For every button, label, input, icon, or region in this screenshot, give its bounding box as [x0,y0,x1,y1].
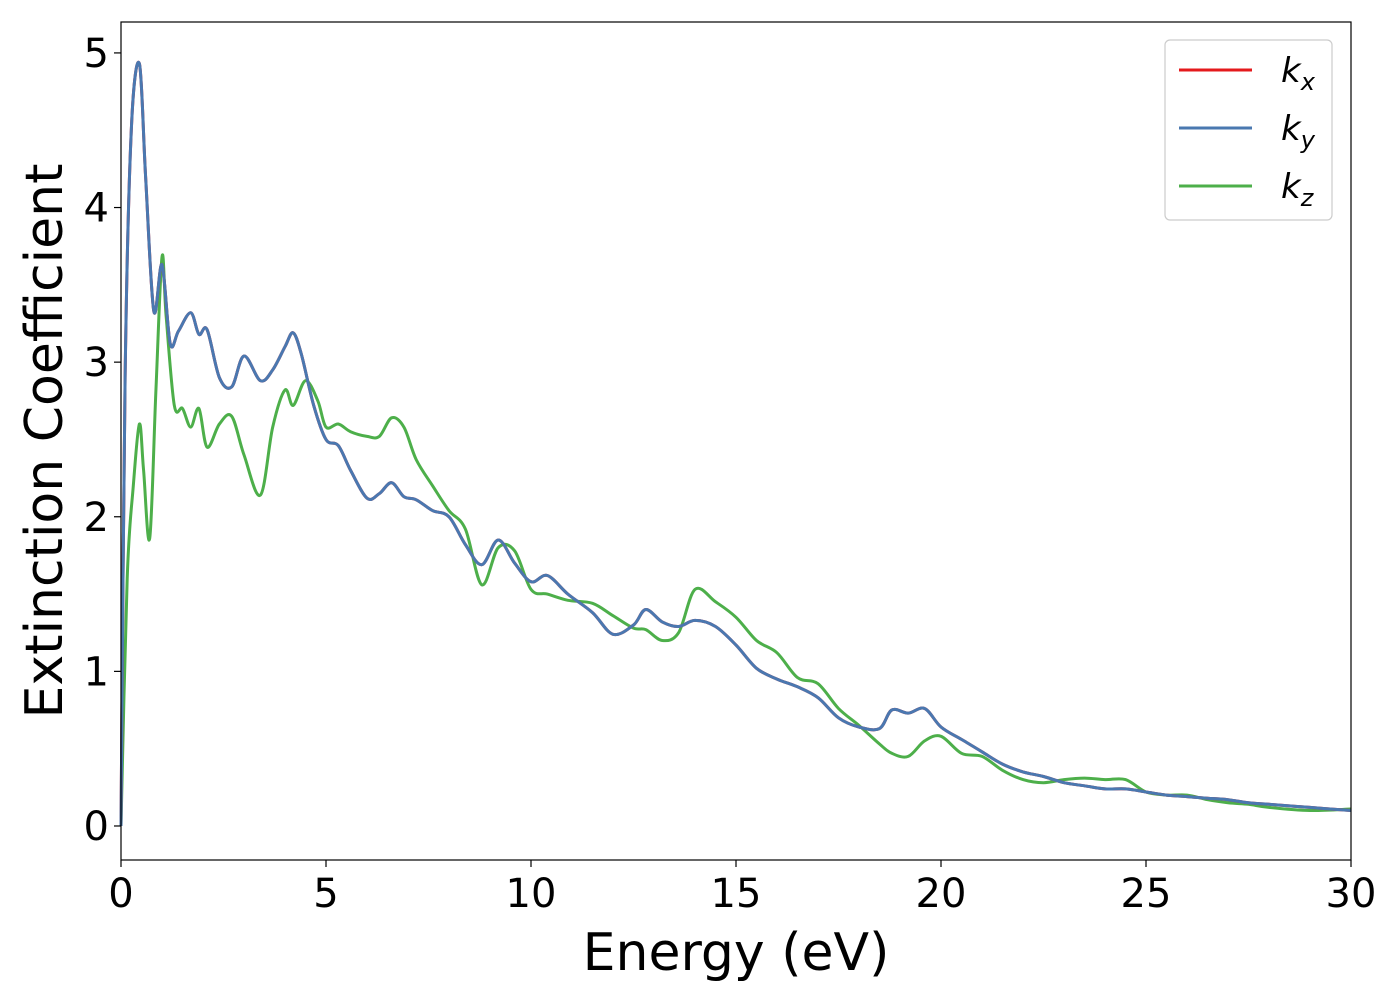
legend: kx ky kz [1164,39,1333,221]
y-tick-label: 3 [84,340,109,386]
x-tick-label: 15 [711,871,762,917]
y-axis-ticks: 0 1 2 3 4 5 [84,31,121,850]
y-tick-label: 5 [84,31,109,77]
x-axis-title: Energy (eV) [583,923,890,983]
x-axis-ticks: 0 5 10 15 20 25 30 [108,860,1376,917]
series-layer [119,60,1352,827]
x-tick-label: 25 [1121,871,1172,917]
y-tick-label: 4 [84,186,109,232]
legend-label-kx: kx [1281,51,1316,96]
y-axis-title: Extinction Coefficient [15,164,75,719]
x-tick-label: 20 [916,871,967,917]
y-tick-label: 0 [84,804,109,850]
legend-label-kz: kz [1281,167,1315,212]
x-tick-label: 0 [108,871,133,917]
x-tick-label: 30 [1326,871,1377,917]
series-line-ky [119,60,1352,827]
y-tick-label: 2 [84,495,109,541]
x-tick-label: 10 [506,871,557,917]
legend-box [1164,39,1333,221]
y-tick-label: 1 [84,649,109,695]
series-line-kz [119,253,1352,827]
x-tick-label: 5 [313,871,338,917]
legend-label-ky: ky [1281,109,1316,154]
